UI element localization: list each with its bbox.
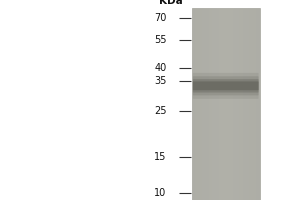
- Bar: [214, 8, 216, 200]
- Bar: [238, 8, 239, 200]
- Text: 35: 35: [154, 76, 167, 86]
- Bar: [194, 8, 195, 200]
- Bar: [209, 8, 211, 200]
- FancyBboxPatch shape: [193, 81, 259, 90]
- Bar: [244, 8, 246, 200]
- Bar: [212, 8, 214, 200]
- Bar: [216, 8, 217, 200]
- Bar: [256, 8, 258, 200]
- FancyBboxPatch shape: [193, 76, 259, 95]
- Bar: [200, 8, 202, 200]
- Bar: [227, 8, 229, 200]
- Text: 40: 40: [154, 63, 167, 73]
- Bar: [239, 8, 241, 200]
- Bar: [197, 8, 199, 200]
- Bar: [246, 8, 248, 200]
- Text: KDa: KDa: [159, 0, 183, 6]
- Bar: [243, 8, 244, 200]
- Bar: [231, 8, 233, 200]
- Text: 55: 55: [154, 35, 167, 45]
- Text: 25: 25: [154, 106, 167, 116]
- Bar: [206, 8, 207, 200]
- Text: 70: 70: [154, 13, 167, 23]
- Bar: [204, 8, 206, 200]
- Bar: [222, 8, 224, 200]
- Bar: [199, 8, 200, 200]
- Bar: [195, 8, 197, 200]
- FancyBboxPatch shape: [193, 73, 259, 99]
- Bar: [249, 8, 251, 200]
- Text: 10: 10: [154, 188, 167, 198]
- Bar: [232, 8, 234, 200]
- Bar: [192, 8, 260, 200]
- Bar: [224, 8, 226, 200]
- Bar: [211, 8, 212, 200]
- Bar: [221, 8, 222, 200]
- Bar: [202, 8, 204, 200]
- Bar: [219, 8, 221, 200]
- Bar: [207, 8, 209, 200]
- Bar: [226, 8, 227, 200]
- Bar: [217, 8, 219, 200]
- Bar: [254, 8, 256, 200]
- Bar: [229, 8, 231, 200]
- Bar: [251, 8, 253, 200]
- Bar: [234, 8, 236, 200]
- Text: 15: 15: [154, 152, 167, 162]
- Bar: [192, 8, 194, 200]
- Bar: [236, 8, 238, 200]
- Bar: [241, 8, 243, 200]
- FancyBboxPatch shape: [193, 79, 259, 93]
- Bar: [258, 8, 260, 200]
- Bar: [248, 8, 249, 200]
- Bar: [253, 8, 254, 200]
